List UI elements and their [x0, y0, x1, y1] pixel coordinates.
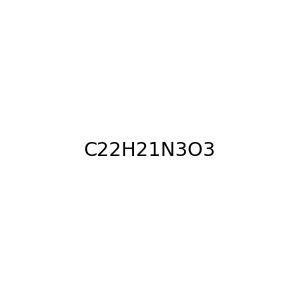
Text: C22H21N3O3: C22H21N3O3 [84, 140, 216, 160]
